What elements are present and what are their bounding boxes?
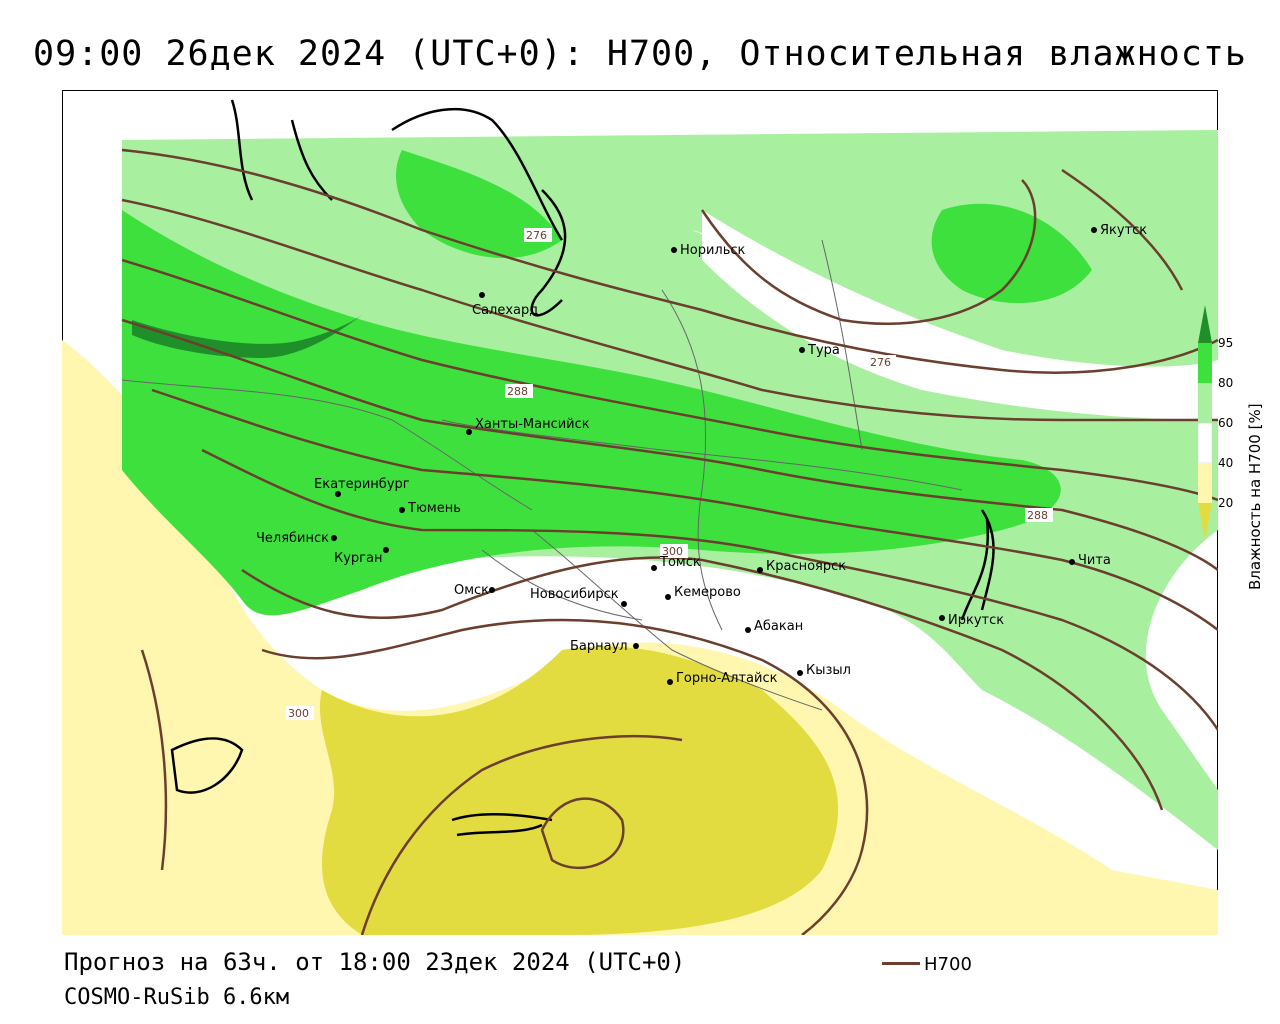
city-label: Чита — [1078, 553, 1111, 568]
city-markers: Салехард Норильск Якутск Тура Ханты-Манс… — [256, 223, 1147, 686]
contour-label: 288 — [507, 385, 528, 398]
colorbar: 95 80 60 40 20 — [1198, 305, 1233, 540]
city-label: Барнаул — [570, 639, 628, 654]
map-title: 09:00 26дек 2024 (UTC+0): H700, Относите… — [33, 34, 1247, 74]
weather-map: 276 276 288 288 300 300 Салехард Норильс… — [62, 90, 1218, 935]
colorbar-cap-top — [1198, 305, 1212, 343]
colorbar-tick: 60 — [1218, 416, 1233, 430]
region-borders — [121, 239, 963, 711]
city-label: Якутск — [1100, 223, 1147, 238]
city-label: Ханты-Мансийск — [475, 417, 590, 432]
h700-contours — [121, 148, 1218, 935]
city-label: Тура — [807, 343, 840, 358]
contour-labels: 276 276 288 288 300 300 — [286, 228, 1053, 720]
contour-label: 276 — [870, 356, 891, 369]
colorbar-tick: 95 — [1218, 336, 1233, 350]
contour-label: 288 — [1027, 509, 1048, 522]
colorbar-tick: 40 — [1218, 456, 1233, 470]
city-label: Кызыл — [806, 663, 851, 678]
city-label: Новосибирск — [530, 587, 619, 602]
city-label: Челябинск — [256, 531, 329, 546]
city-label: Красноярск — [766, 559, 846, 574]
city-label: Тюмень — [407, 501, 461, 516]
h700-legend-line — [882, 962, 920, 965]
contour-label: 276 — [526, 229, 547, 242]
model-name: COSMO-RuSib 6.6км — [64, 985, 290, 1010]
city-label: Омск — [454, 583, 489, 598]
city-label: Томск — [659, 555, 701, 570]
contour-label: 300 — [288, 707, 309, 720]
colorbar-title: Влажность на H700 [%] — [1246, 403, 1264, 590]
city-label: Иркутск — [948, 613, 1004, 628]
city-label: Курган — [334, 551, 382, 566]
city-label: Норильск — [680, 243, 746, 258]
city-label: Кемерово — [674, 585, 741, 600]
humidity-fill-layer — [62, 130, 1218, 935]
city-label: Салехард — [472, 303, 538, 318]
colorbar-cap-bottom — [1198, 503, 1212, 540]
city-label: Горно-Алтайск — [676, 671, 778, 686]
colorbar-tick: 80 — [1218, 376, 1233, 390]
city-label: Екатеринбург — [314, 477, 410, 492]
city-label: Абакан — [754, 619, 803, 634]
forecast-info: Прогноз на 63ч. от 18:00 23дек 2024 (UTC… — [64, 948, 686, 976]
contour-label: 300 — [662, 545, 683, 558]
colorbar-tick: 20 — [1218, 496, 1233, 510]
h700-legend-label: H700 — [924, 954, 972, 975]
